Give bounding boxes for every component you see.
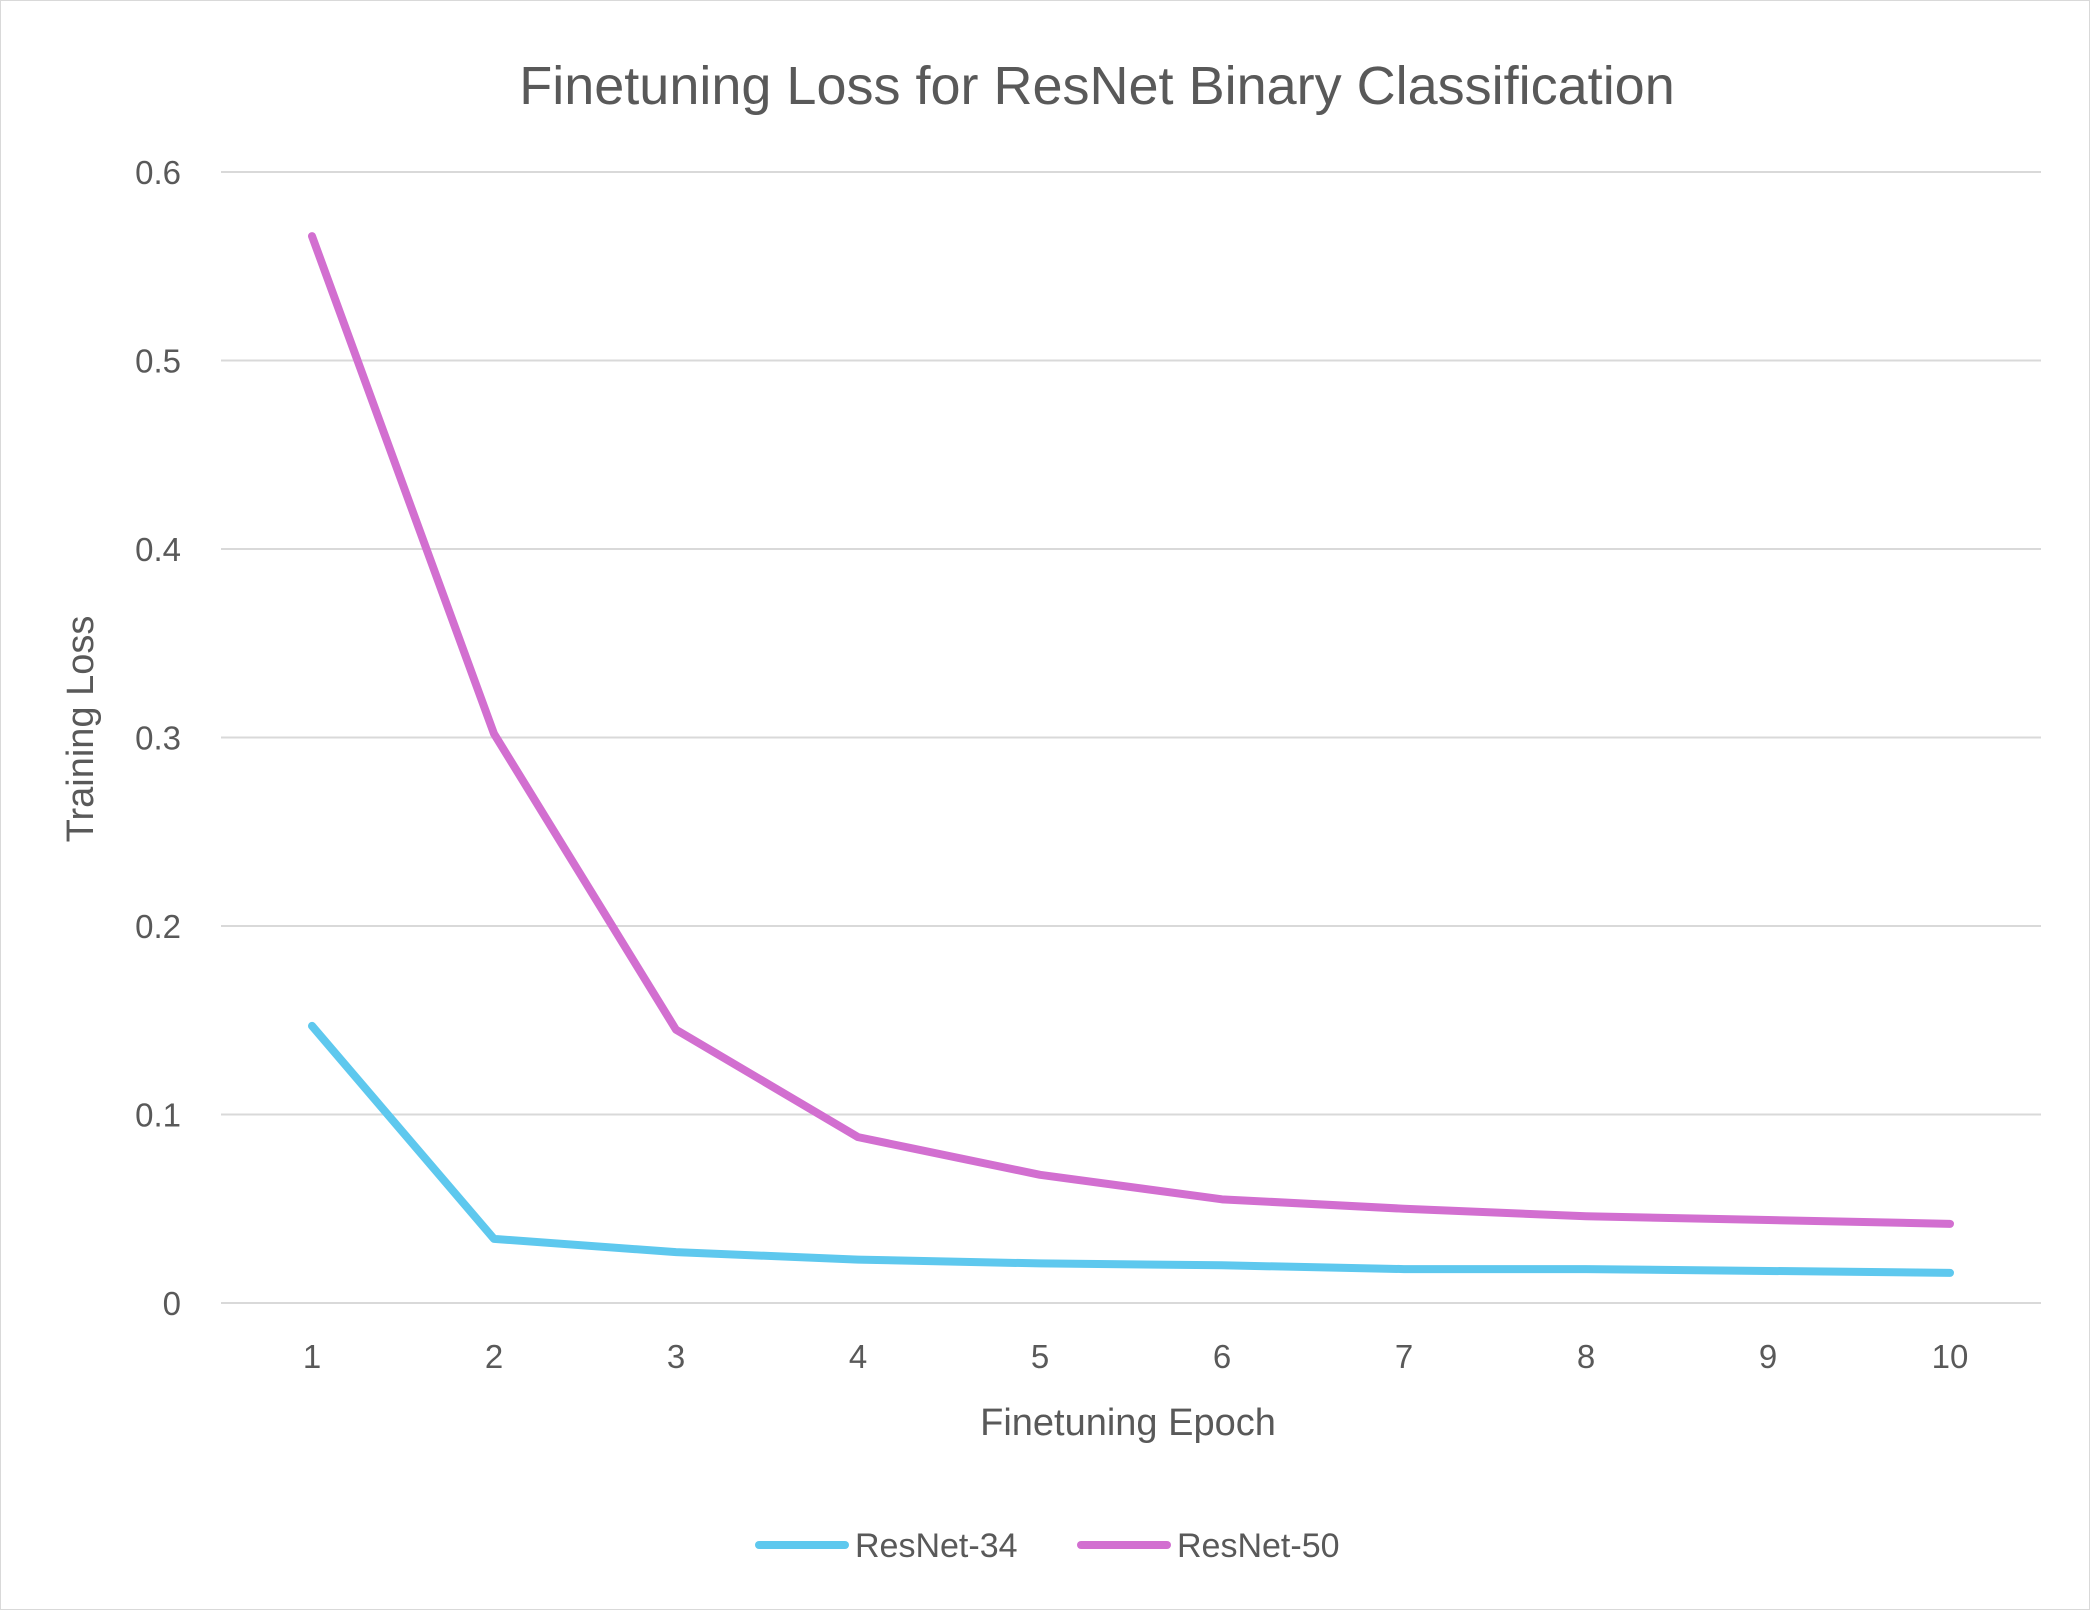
gridlines: [221, 171, 2041, 1304]
legend: ResNet-34 ResNet-50: [755, 1527, 1340, 1565]
x-tick-label: 7: [1395, 1338, 1413, 1375]
series-line-resnet-34: [308, 1021, 1954, 1277]
legend-label: ResNet-50: [1177, 1527, 1340, 1565]
chart-title: Finetuning Loss for ResNet Binary Classi…: [519, 56, 1675, 116]
series-line-resnet-50: [308, 232, 1954, 1228]
y-tick-label: 0.4: [135, 531, 181, 568]
y-tick-label: 0.2: [135, 908, 181, 945]
y-axis-title: Training Loss: [60, 616, 102, 843]
x-tick-label: 4: [849, 1338, 867, 1375]
legend-label: ResNet-34: [855, 1527, 1018, 1565]
x-tick-label: 1: [303, 1338, 321, 1375]
x-tick-label: 6: [1213, 1338, 1231, 1375]
y-axis-ticks: 0 0.1 0.2 0.3 0.4 0.5 0.6: [135, 154, 181, 1322]
x-tick-label: 8: [1577, 1338, 1595, 1375]
y-tick-label: 0: [163, 1285, 181, 1322]
x-tick-label: 3: [667, 1338, 685, 1375]
y-tick-label: 0.3: [135, 720, 181, 757]
x-axis-ticks: 1 2 3 4 5 6 7 8 9 10: [303, 1338, 1969, 1375]
x-tick-label: 9: [1759, 1338, 1777, 1375]
x-tick-label: 10: [1932, 1338, 1969, 1375]
series-lines: [308, 232, 1954, 1277]
x-tick-label: 5: [1031, 1338, 1049, 1375]
y-tick-label: 0.5: [135, 343, 181, 380]
x-axis-title: Finetuning Epoch: [980, 1402, 1276, 1444]
y-tick-label: 0.1: [135, 1097, 181, 1134]
x-tick-label: 2: [485, 1338, 503, 1375]
y-tick-label: 0.6: [135, 154, 181, 191]
